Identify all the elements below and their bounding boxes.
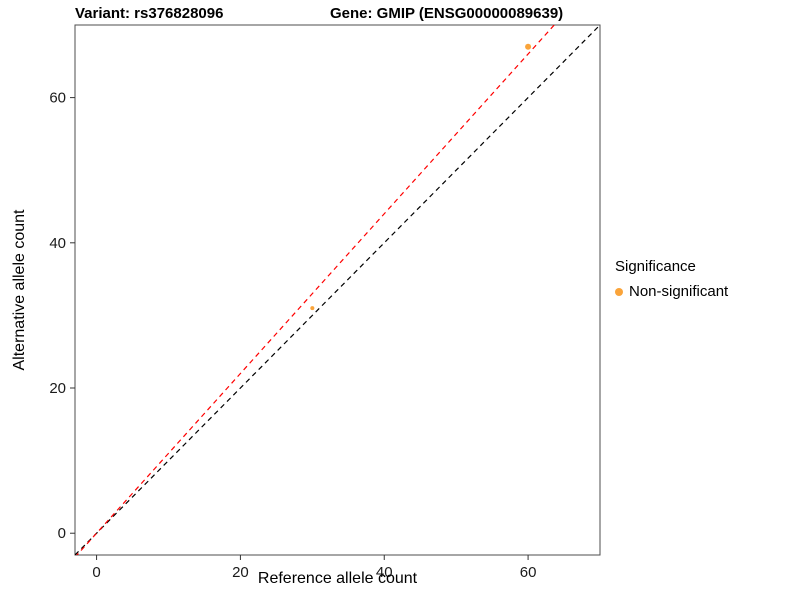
x-tick-label: 0 xyxy=(92,564,100,581)
y-tick-label: 40 xyxy=(49,235,66,252)
data-point xyxy=(310,306,315,311)
plot-title-variant: Variant: rs376828096 xyxy=(75,5,224,22)
identity-line xyxy=(75,25,600,555)
legend-entry: Non-significant xyxy=(615,283,728,300)
legend-point-icon xyxy=(615,287,623,296)
y-tick-label: 60 xyxy=(49,90,66,107)
data-point xyxy=(525,43,532,50)
x-tick-label: 20 xyxy=(232,564,249,581)
x-tick-label: 40 xyxy=(376,564,393,581)
x-axis-label: Reference allele count xyxy=(257,570,418,587)
y-tick-label: 20 xyxy=(49,380,66,397)
plot-title-gene: Gene: GMIP (ENSG00000089639) xyxy=(330,5,564,22)
y-tick-label: 0 xyxy=(58,525,66,542)
legend: Significance Non-significant xyxy=(615,258,728,300)
y-axis-label: Alternative allele count xyxy=(11,209,28,371)
legend-entry-label: Non-significant xyxy=(629,283,729,300)
fit-line xyxy=(76,25,556,555)
x-tick-label: 60 xyxy=(520,564,537,581)
legend-title: Significance xyxy=(615,258,696,275)
